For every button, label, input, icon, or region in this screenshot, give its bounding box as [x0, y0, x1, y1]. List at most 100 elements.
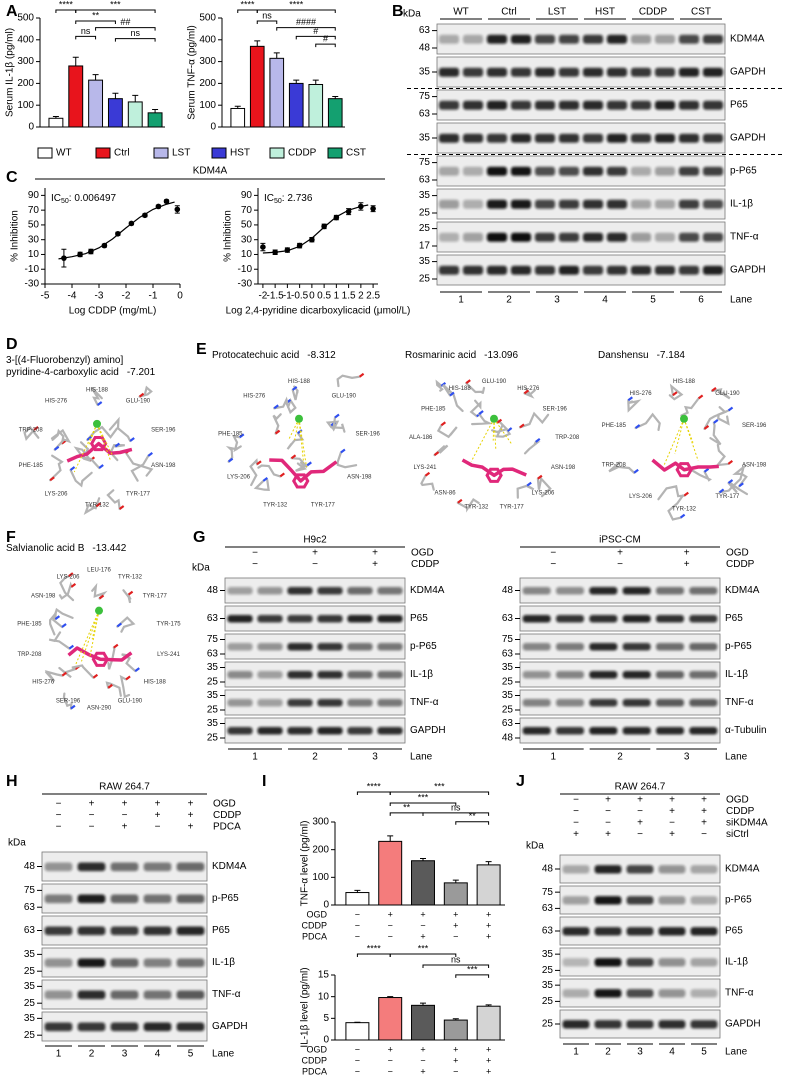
- atom-tip: [334, 413, 340, 419]
- blot-frame: [519, 633, 721, 660]
- blot-band: [44, 1022, 73, 1032]
- residue-label: TYR-177: [143, 594, 168, 600]
- condition-sign: +: [188, 822, 194, 833]
- panel-letter: D: [6, 336, 18, 353]
- significance-bracket: [75, 9, 156, 13]
- condition-sign: −: [252, 548, 258, 559]
- blot-band: [510, 133, 532, 143]
- blot-band: [630, 166, 652, 176]
- blot-band: [486, 133, 508, 143]
- data-point: [284, 247, 291, 253]
- residue-stick: [523, 440, 541, 455]
- blot-band: [582, 199, 604, 209]
- legend-swatch: [37, 147, 53, 159]
- atom-tip: [262, 477, 269, 482]
- blot-band: [558, 67, 580, 77]
- residue-label: GLU-190: [715, 391, 740, 397]
- protein-label: P65: [730, 100, 748, 111]
- fit-curve: [262, 204, 369, 254]
- kda-marker: 35: [542, 949, 554, 960]
- residue-stick: [59, 575, 75, 602]
- condition-sign: −: [605, 806, 611, 817]
- ic50-prefix: IC: [51, 193, 61, 204]
- blot-band: [534, 166, 556, 176]
- residue-stick: [336, 451, 358, 469]
- residue-label: TYR-132: [672, 506, 697, 512]
- residue-label: PHE-185: [218, 432, 243, 438]
- data-point: [77, 251, 83, 258]
- residue-stick: [627, 399, 642, 413]
- compound-name: pyridine-4-carboxylic acid: [6, 367, 119, 378]
- residue-stick: [709, 421, 722, 446]
- protein-label: IL-1β: [410, 669, 433, 680]
- docking-title: Rosmarinic acid -13.096: [405, 350, 518, 361]
- blot-band: [658, 896, 686, 905]
- atom-tip: [519, 423, 525, 429]
- blot-band: [510, 199, 532, 209]
- lane-label: Lane: [730, 295, 753, 306]
- blot-band: [462, 166, 484, 176]
- condition-sign: +: [573, 829, 579, 840]
- residue-label: LEU-176: [87, 568, 111, 574]
- atom-tip: [98, 594, 105, 600]
- blot-band: [176, 1022, 205, 1032]
- kda-marker: 25: [419, 223, 431, 234]
- blot-band: [562, 896, 590, 905]
- blot-band: [558, 100, 580, 110]
- blot-band: [77, 862, 106, 872]
- blot-frame: [436, 89, 726, 121]
- condition-sign: +: [155, 799, 161, 810]
- significance-bracket: [114, 38, 156, 42]
- x-tick-label: -5: [41, 291, 50, 302]
- protein-label: KDM4A: [410, 585, 445, 596]
- residue-label: LYS-206: [57, 575, 81, 581]
- atom-tip: [358, 372, 365, 378]
- residue-label: LYS-206: [629, 494, 653, 500]
- condition-label: CDDP: [411, 559, 440, 570]
- error-bar: [112, 92, 119, 99]
- y-tick-label: 10: [241, 249, 253, 260]
- blot-band: [110, 894, 139, 904]
- y-axis-label: Serum TNF-α (pg/ml): [187, 25, 198, 120]
- residue-stick: [732, 464, 748, 488]
- blot-band: [347, 727, 373, 735]
- atom-tip: [256, 460, 262, 466]
- atom-tip: [478, 410, 484, 415]
- condition-label: OGD: [411, 548, 434, 559]
- legend-label: CDDP: [288, 148, 317, 159]
- kda-label: kDa: [403, 9, 421, 20]
- atom-tip: [273, 404, 279, 410]
- atom-tip: [306, 461, 312, 467]
- residue-label: TRP-208: [602, 462, 627, 468]
- protein-label: TNF-α: [725, 697, 754, 708]
- kda-marker: 75: [207, 634, 219, 645]
- blot-band: [582, 232, 604, 242]
- lane-number: 3: [554, 295, 560, 306]
- atom-tip: [70, 583, 77, 588]
- blot-band: [594, 865, 622, 874]
- residue-stick: [273, 396, 289, 410]
- blot-band: [510, 166, 532, 176]
- significance-bracket: [295, 35, 336, 40]
- data-point: [345, 208, 352, 215]
- blot-band: [654, 199, 676, 209]
- blot-frame: [436, 221, 726, 253]
- panel-letter: B: [392, 3, 404, 20]
- blot-frame: [224, 689, 406, 716]
- blot-band: [606, 100, 628, 110]
- condition-sign: −: [388, 1066, 393, 1076]
- significance-label: ns: [130, 28, 140, 38]
- condition-sign: +: [453, 1044, 458, 1054]
- kda-marker: 48: [542, 864, 554, 875]
- lane-number: 3: [122, 1049, 128, 1060]
- blot-band: [287, 671, 313, 679]
- atom-tip: [138, 392, 145, 398]
- residue-stick: [680, 397, 700, 417]
- kda-marker: 63: [207, 649, 219, 660]
- condition-sign: −: [355, 920, 360, 930]
- residue-label: SER-196: [56, 699, 81, 705]
- metal-ion: [680, 414, 688, 423]
- atom-tip: [634, 424, 641, 429]
- residue-stick: [717, 409, 730, 426]
- residue-label: PHE-185: [602, 423, 627, 429]
